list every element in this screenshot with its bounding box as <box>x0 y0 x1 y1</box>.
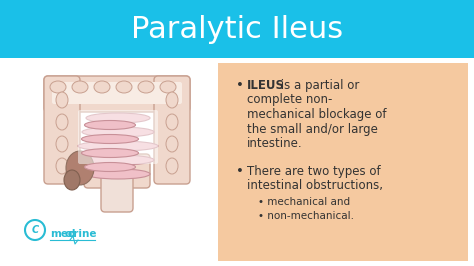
Ellipse shape <box>166 114 178 130</box>
Ellipse shape <box>56 114 68 130</box>
Ellipse shape <box>56 92 68 108</box>
Text: is a partial or: is a partial or <box>277 79 359 92</box>
FancyBboxPatch shape <box>101 174 133 212</box>
Text: There are two types of: There are two types of <box>247 165 381 178</box>
Ellipse shape <box>138 81 154 93</box>
Text: crine: crine <box>68 229 98 239</box>
Ellipse shape <box>86 113 150 123</box>
Ellipse shape <box>116 81 132 93</box>
Text: med: med <box>50 229 75 239</box>
FancyBboxPatch shape <box>44 76 80 184</box>
Text: • mechanical and: • mechanical and <box>258 197 350 207</box>
Ellipse shape <box>160 81 176 93</box>
Ellipse shape <box>166 158 178 174</box>
Bar <box>0 0 474 58</box>
Ellipse shape <box>50 81 66 93</box>
FancyBboxPatch shape <box>44 76 190 112</box>
Text: •: • <box>236 165 244 178</box>
Bar <box>218 63 468 261</box>
Text: mechanical blockage of: mechanical blockage of <box>247 108 386 121</box>
Text: • non-mechanical.: • non-mechanical. <box>258 211 354 221</box>
Ellipse shape <box>166 136 178 152</box>
FancyBboxPatch shape <box>78 110 158 164</box>
Ellipse shape <box>78 141 158 151</box>
Text: C: C <box>31 225 38 235</box>
Ellipse shape <box>84 120 136 130</box>
Text: intestinal obstructions,: intestinal obstructions, <box>247 179 383 192</box>
Ellipse shape <box>94 81 110 93</box>
Ellipse shape <box>64 170 80 190</box>
Text: intestine.: intestine. <box>247 137 302 150</box>
Ellipse shape <box>84 163 136 172</box>
Ellipse shape <box>82 155 154 165</box>
Text: Paralytic Ileus: Paralytic Ileus <box>131 15 343 44</box>
Ellipse shape <box>86 169 150 179</box>
Ellipse shape <box>72 81 88 93</box>
Text: the small and/or large: the small and/or large <box>247 123 378 135</box>
Ellipse shape <box>56 136 68 152</box>
Text: complete non-: complete non- <box>247 94 332 106</box>
Ellipse shape <box>82 148 138 157</box>
Ellipse shape <box>56 158 68 174</box>
FancyBboxPatch shape <box>84 154 150 188</box>
Ellipse shape <box>82 127 154 137</box>
Ellipse shape <box>66 151 94 185</box>
Ellipse shape <box>82 135 138 143</box>
FancyBboxPatch shape <box>52 82 182 104</box>
FancyBboxPatch shape <box>154 76 190 184</box>
Text: o: o <box>65 229 72 239</box>
Text: •: • <box>236 79 244 92</box>
Ellipse shape <box>166 92 178 108</box>
Text: ILEUS: ILEUS <box>247 79 285 92</box>
